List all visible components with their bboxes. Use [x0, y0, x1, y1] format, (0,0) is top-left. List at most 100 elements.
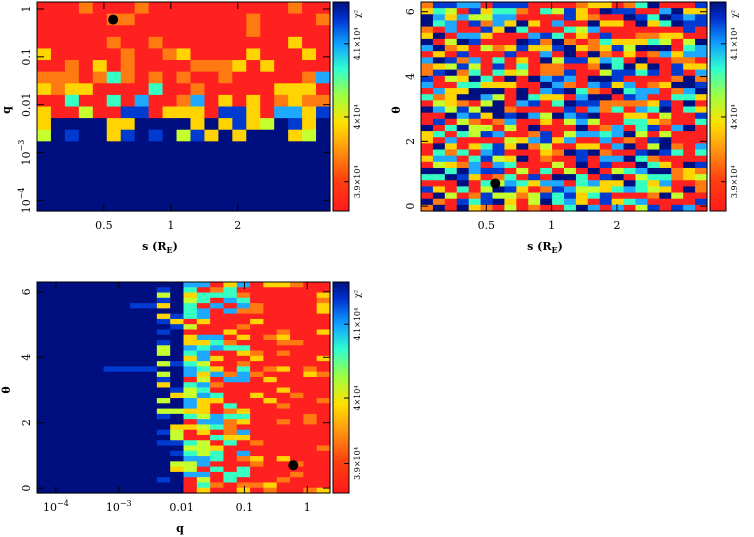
- heatmap-cell: [170, 477, 185, 484]
- heatmap-cell: [575, 75, 589, 83]
- heatmap-cell: [564, 155, 577, 163]
- heatmap-cell: [456, 57, 470, 65]
- heatmap-cell: [659, 38, 672, 46]
- heatmap-cell: [623, 137, 637, 144]
- heatmap-cell: [316, 36, 331, 50]
- heatmap-cell: [130, 471, 145, 478]
- heatmap-cell: [148, 71, 164, 84]
- heatmap-cell: [116, 445, 131, 452]
- heatmap-cell: [303, 408, 318, 415]
- heatmap-cell: [683, 149, 696, 157]
- heatmap-cell: [76, 477, 91, 484]
- heatmap-cell: [647, 69, 660, 77]
- heatmap-cell: [196, 324, 211, 331]
- heatmap-cell: [540, 143, 553, 151]
- heatmap-cell: [106, 94, 122, 108]
- heatmap-cell: [162, 13, 178, 26]
- heatmap-cell: [468, 167, 482, 175]
- heatmap-cell: [635, 2, 649, 9]
- heatmap-cell: [116, 350, 131, 357]
- heatmap-cell: [204, 48, 219, 61]
- heatmap-cell: [552, 8, 565, 15]
- heatmap-cell: [90, 361, 105, 368]
- heatmap-cell: [480, 32, 494, 40]
- heatmap-cell: [37, 361, 51, 368]
- heatmap-cell: [236, 371, 251, 378]
- heatmap-cell: [611, 198, 625, 206]
- heatmap-cell: [148, 106, 164, 119]
- heatmap-cell: [504, 8, 517, 15]
- heatmap-cell: [130, 345, 145, 352]
- heatmap-cell: [528, 167, 541, 175]
- heatmap-cell: [290, 413, 304, 420]
- x-tick-label: 1: [304, 501, 311, 514]
- heatmap-cell: [218, 118, 233, 131]
- heatmap-cell: [599, 45, 613, 52]
- heatmap-cell: [552, 186, 565, 194]
- heatmap-cell: [92, 118, 108, 131]
- heatmap-cell: [176, 152, 192, 166]
- heatmap-cell: [695, 20, 708, 28]
- heatmap-cell: [130, 477, 145, 484]
- heatmap-cell: [103, 350, 118, 357]
- heatmap-cell: [316, 434, 331, 441]
- heatmap-cell: [183, 466, 198, 473]
- heatmap-cell: [444, 124, 458, 132]
- heatmap-cell: [647, 32, 660, 40]
- heatmap-cell: [276, 376, 291, 383]
- heatmap-cell: [540, 63, 553, 71]
- heatmap-cell: [564, 149, 577, 157]
- heatmap-cell: [250, 429, 265, 436]
- heatmap-cell: [170, 450, 185, 457]
- heatmap-cell: [210, 334, 225, 341]
- heatmap-cell: [276, 429, 291, 436]
- heatmap-cell: [156, 403, 171, 410]
- heatmap-cell: [421, 167, 434, 175]
- heatmap-cell: [290, 340, 304, 346]
- colorbar-tick-label: 4×10⁴: [353, 385, 362, 410]
- heatmap-cell: [90, 318, 105, 325]
- heatmap-cell: [263, 387, 278, 394]
- heatmap-cell: [156, 313, 171, 320]
- heatmap-cell: [599, 63, 613, 71]
- heatmap-cell: [421, 69, 434, 77]
- heatmap-cell: [432, 180, 446, 188]
- heatmap-cell: [516, 124, 529, 132]
- heatmap-cell: [103, 398, 118, 404]
- heatmap-cell: [170, 419, 185, 426]
- heatmap-cell: [236, 313, 251, 320]
- heatmap-cell: [468, 198, 482, 206]
- heatmap-cell: [274, 187, 289, 200]
- heatmap-cell: [246, 187, 261, 200]
- heatmap-cell: [432, 45, 446, 52]
- heatmap-cell: [288, 141, 303, 154]
- heatmap-cell: [232, 187, 247, 200]
- heatmap-cell: [316, 106, 331, 119]
- heatmap-cell: [303, 487, 318, 494]
- heatmap-cell: [587, 14, 601, 22]
- heatmap-cell: [250, 471, 265, 478]
- heatmap-cell: [540, 14, 553, 22]
- heatmap-cell: [210, 392, 225, 399]
- heatmap-cell: [236, 445, 251, 452]
- heatmap-cell: [303, 350, 318, 357]
- heatmap-cell: [444, 204, 458, 212]
- heatmap-cell: [63, 308, 78, 315]
- heatmap-cell: [37, 152, 52, 166]
- heatmap-cell: [575, 8, 589, 15]
- heatmap-cell: [432, 161, 446, 169]
- heatmap-cell: [90, 445, 105, 452]
- heatmap-cell: [210, 345, 225, 352]
- heatmap-cell: [218, 164, 233, 177]
- heatmap-cell: [37, 461, 51, 468]
- heatmap-cell: [274, 129, 289, 142]
- heatmap-cell: [456, 106, 470, 114]
- heatmap-cell: [120, 129, 136, 142]
- heatmap-cell: [176, 83, 192, 96]
- heatmap-cell: [575, 69, 589, 77]
- heatmap-cell: [599, 75, 613, 83]
- heatmap-cell: [106, 164, 122, 177]
- heatmap-cell: [246, 176, 261, 189]
- heatmap-cell: [456, 69, 470, 77]
- heatmap-cell: [78, 187, 94, 200]
